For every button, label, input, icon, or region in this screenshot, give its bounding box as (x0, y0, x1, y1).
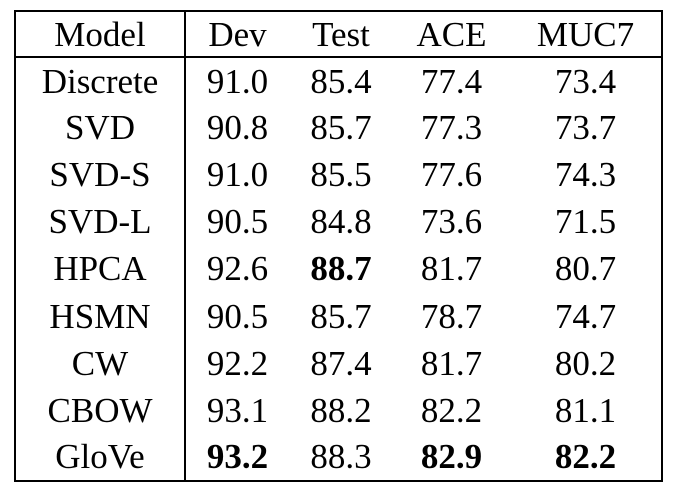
ace-score-cell: 77.3 (420, 108, 483, 148)
muc7-score-cell: 82.2 (554, 437, 617, 477)
dev-score-cell: 92.6 (206, 249, 269, 289)
muc7-score-cell: 73.7 (554, 108, 617, 148)
table-row: HPCA 92.6 88.7 81.7 80.7 (15, 245, 662, 293)
muc7-score-cell: 80.7 (554, 249, 617, 289)
table-row: Discrete 91.0 85.4 77.4 73.4 (15, 57, 662, 105)
dev-score-cell: 90.5 (206, 202, 269, 242)
model-name-cell: SVD-S (15, 151, 186, 199)
header-muc7: MUC7 (510, 11, 662, 58)
dev-score-cell: 91.0 (206, 61, 269, 101)
ace-score-cell: 77.6 (420, 155, 483, 195)
muc7-score-cell: 71.5 (554, 202, 617, 242)
table-row: GloVe 93.2 88.3 82.9 82.2 (15, 433, 662, 481)
dev-score-cell: 90.5 (206, 296, 269, 336)
ace-score-cell: 81.7 (420, 249, 483, 289)
model-name-cell: GloVe (15, 433, 186, 481)
ace-score-cell: 78.7 (420, 296, 483, 336)
ace-score-cell: 82.2 (420, 390, 483, 430)
muc7-score-cell: 74.3 (554, 155, 617, 195)
model-name-cell: Discrete (15, 57, 186, 105)
test-score-cell: 85.7 (310, 108, 372, 148)
results-table: Model Dev Test ACE MUC7 Discrete 91.0 85.4… (14, 10, 663, 482)
muc7-score-cell: 73.4 (554, 61, 617, 101)
header-ace: ACE (393, 11, 510, 58)
header-dev: Dev (185, 11, 289, 58)
model-name-cell: SVD-L (15, 198, 186, 246)
dev-score-cell: 90.8 (206, 108, 269, 148)
table-row: SVD-L 90.5 84.8 73.6 71.5 (15, 198, 662, 246)
table-row: CW 92.2 87.4 81.7 80.2 (15, 339, 662, 387)
table-row: CBOW 93.1 88.2 82.2 81.1 (15, 386, 662, 434)
test-score-cell: 88.2 (310, 390, 372, 430)
ace-score-cell: 82.9 (420, 437, 483, 477)
model-name-cell: HSMN (15, 292, 186, 340)
model-name-cell: CBOW (15, 386, 186, 434)
test-score-cell: 87.4 (310, 343, 372, 383)
ace-score-cell: 81.7 (420, 343, 483, 383)
muc7-score-cell: 81.1 (554, 390, 617, 430)
header-model: Model (15, 11, 186, 58)
table-header: Model Dev Test ACE MUC7 (15, 11, 662, 58)
test-score-cell: 84.8 (310, 202, 372, 242)
dev-score-cell: 93.1 (206, 390, 269, 430)
test-score-cell: 85.7 (310, 296, 372, 336)
dev-score-cell: 92.2 (206, 343, 269, 383)
ace-score-cell: 73.6 (420, 202, 483, 242)
muc7-score-cell: 74.7 (554, 296, 617, 336)
table-row: HSMN 90.5 85.7 78.7 74.7 (15, 292, 662, 340)
table-row: SVD-S 91.0 85.5 77.6 74.3 (15, 151, 662, 199)
ace-score-cell: 77.4 (420, 61, 483, 101)
dev-score-cell: 93.2 (206, 437, 269, 477)
test-score-cell: 85.5 (310, 155, 372, 195)
test-score-cell: 88.7 (310, 249, 372, 289)
dev-score-cell: 91.0 (206, 155, 269, 195)
model-name-cell: CW (15, 339, 186, 387)
model-name-cell: SVD (15, 104, 186, 152)
table-row: SVD 90.8 85.7 77.3 73.7 (15, 104, 662, 152)
model-name-cell: HPCA (15, 245, 186, 293)
header-test: Test (289, 11, 393, 58)
test-score-cell: 88.3 (310, 437, 372, 477)
header-row: Model Dev Test ACE MUC7 (15, 11, 662, 58)
test-score-cell: 85.4 (310, 61, 372, 101)
table-body: Discrete 91.0 85.4 77.4 73.4 SVD 90.8 85.7 77.3 7… (15, 57, 662, 481)
muc7-score-cell: 80.2 (554, 343, 617, 383)
